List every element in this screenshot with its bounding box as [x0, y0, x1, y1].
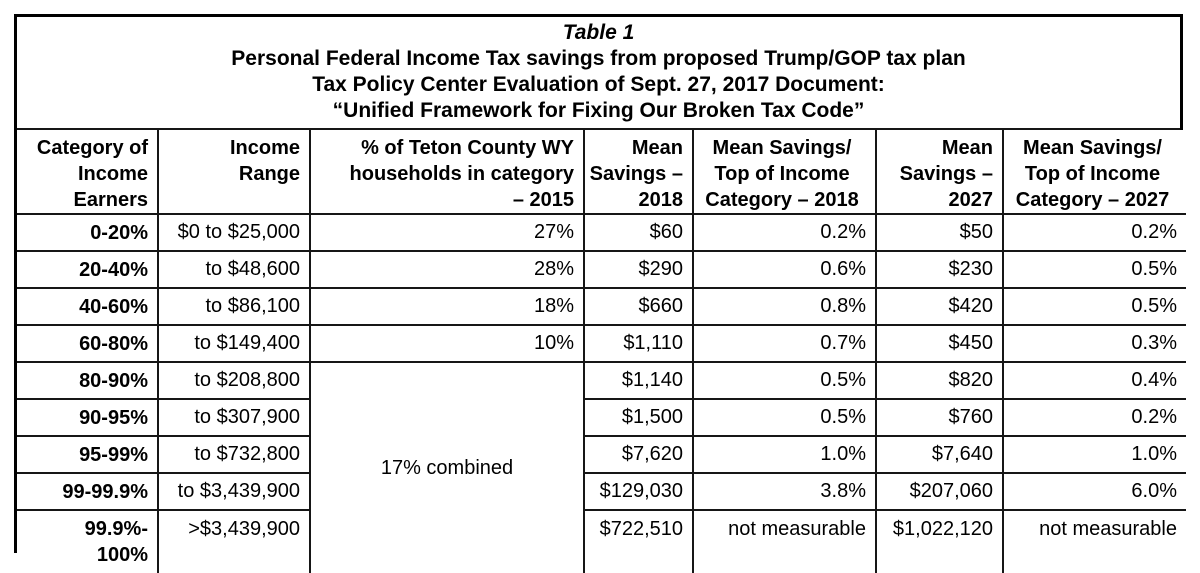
table-row: 90-95% to $307,900 $1,500 0.5% $760 0.2% [16, 398, 1187, 437]
mean-savings-2018-cell: $1,110 [583, 324, 694, 363]
mean-savings-2018-cell: $129,030 [583, 472, 694, 511]
table-row: 80-90% to $208,800 17% combined $1,140 0… [16, 361, 1187, 573]
savings-top-2027-cell: not measurable [1002, 509, 1187, 573]
mean-savings-2027-cell: $420 [875, 287, 1004, 326]
income-range-cell: to $732,800 [157, 435, 311, 474]
savings-top-2027-cell: 6.0% [1002, 472, 1187, 511]
savings-top-2027-cell: 0.3% [1002, 324, 1187, 363]
income-range-cell: to $149,400 [157, 324, 311, 363]
households-pct-cell: 27% [309, 213, 585, 252]
category-cell: 90-95% [16, 398, 159, 437]
category-cell: 20-40% [16, 250, 159, 289]
savings-top-2027-cell: 0.5% [1002, 287, 1187, 326]
mean-savings-2018-cell: $660 [583, 287, 694, 326]
title-line-main: Personal Federal Income Tax savings from… [231, 47, 966, 70]
savings-top-2027-cell: 0.2% [1002, 398, 1187, 437]
households-pct-cell: 10% [309, 324, 585, 363]
table-number-title: Table 1 [562, 21, 635, 44]
category-cell: 99.9%- 100% [16, 509, 159, 573]
savings-top-2018-cell: not measurable [692, 509, 877, 573]
income-range-cell: to $86,100 [157, 287, 311, 326]
savings-top-2027-cell: 0.2% [1002, 213, 1187, 252]
mean-savings-2018-cell: $722,510 [583, 509, 694, 573]
table-row: 99-99.9% to $3,439,900 $129,030 3.8% $20… [16, 472, 1187, 511]
income-range-cell: to $307,900 [157, 398, 311, 437]
header-row: Category of Income Earners Income Range … [16, 129, 1187, 215]
mean-savings-2027-cell: $230 [875, 250, 1004, 289]
category-cell: 95-99% [16, 435, 159, 474]
table-row: 99.9%- 100% >$3,439,900 $722,510 not mea… [16, 509, 1187, 573]
category-cell: 60-80% [16, 324, 159, 363]
table-row: 0-20% $0 to $25,000 27% $60 0.2% $50 0.2… [16, 213, 1187, 252]
combined-households-cell: 17% combined [309, 361, 585, 573]
savings-top-2027-cell: 1.0% [1002, 435, 1187, 474]
income-tax-savings-table: Category of Income Earners Income Range … [16, 129, 1187, 573]
category-cell: 99-99.9% [16, 472, 159, 511]
category-cell: 40-60% [16, 287, 159, 326]
savings-top-2027-cell: 0.4% [1002, 361, 1187, 400]
savings-top-2018-cell: 3.8% [692, 472, 877, 511]
savings-top-2018-cell: 1.0% [692, 435, 877, 474]
mean-savings-2018-cell: $290 [583, 250, 694, 289]
households-pct-cell: 18% [309, 287, 585, 326]
mean-savings-2027-cell: $1,022,120 [875, 509, 1004, 573]
income-range-cell: >$3,439,900 [157, 509, 311, 573]
col-header-income-range: Income Range [157, 129, 311, 215]
income-range-cell: $0 to $25,000 [157, 213, 311, 252]
mean-savings-2027-cell: $760 [875, 398, 1004, 437]
mean-savings-2018-cell: $7,620 [583, 435, 694, 474]
col-header-savings-top-2027: Mean Savings/ Top of Income Category – 2… [1002, 129, 1187, 215]
households-pct-cell: 28% [309, 250, 585, 289]
mean-savings-2027-cell: $7,640 [875, 435, 1004, 474]
mean-savings-2027-cell: $50 [875, 213, 1004, 252]
mean-savings-2027-cell: $820 [875, 361, 1004, 400]
savings-top-2018-cell: 0.2% [692, 213, 877, 252]
category-cell: 80-90% [16, 361, 159, 400]
mean-savings-2018-cell: $1,500 [583, 398, 694, 437]
col-header-mean-savings-2018: Mean Savings – 2018 [583, 129, 694, 215]
income-range-cell: to $48,600 [157, 250, 311, 289]
mean-savings-2018-cell: $1,140 [583, 361, 694, 400]
col-header-mean-savings-2027: Mean Savings – 2027 [875, 129, 1004, 215]
table-row: 20-40% to $48,600 28% $290 0.6% $230 0.5… [16, 250, 1187, 289]
col-header-savings-top-2018: Mean Savings/ Top of Income Category – 2… [692, 129, 877, 215]
savings-top-2018-cell: 0.8% [692, 287, 877, 326]
table-row: 95-99% to $732,800 $7,620 1.0% $7,640 1.… [16, 435, 1187, 474]
savings-top-2018-cell: 0.5% [692, 398, 877, 437]
savings-top-2027-cell: 0.5% [1002, 250, 1187, 289]
category-cell: 0-20% [16, 213, 159, 252]
table-title-block: Table 1 Personal Federal Income Tax savi… [17, 17, 1180, 130]
title-line-document: “Unified Framework for Fixing Our Broken… [332, 99, 865, 122]
table-row: 40-60% to $86,100 18% $660 0.8% $420 0.5… [16, 287, 1187, 326]
mean-savings-2027-cell: $450 [875, 324, 1004, 363]
savings-top-2018-cell: 0.5% [692, 361, 877, 400]
income-range-cell: to $3,439,900 [157, 472, 311, 511]
title-line-source: Tax Policy Center Evaluation of Sept. 27… [312, 73, 885, 96]
savings-top-2018-cell: 0.7% [692, 324, 877, 363]
table-frame: Table 1 Personal Federal Income Tax savi… [14, 14, 1187, 573]
col-header-category: Category of Income Earners [16, 129, 159, 215]
income-range-cell: to $208,800 [157, 361, 311, 400]
savings-top-2018-cell: 0.6% [692, 250, 877, 289]
mean-savings-2018-cell: $60 [583, 213, 694, 252]
col-header-households-pct: % of Teton County WY households in categ… [309, 129, 585, 215]
mean-savings-2027-cell: $207,060 [875, 472, 1004, 511]
table-row: 60-80% to $149,400 10% $1,110 0.7% $450 … [16, 324, 1187, 363]
